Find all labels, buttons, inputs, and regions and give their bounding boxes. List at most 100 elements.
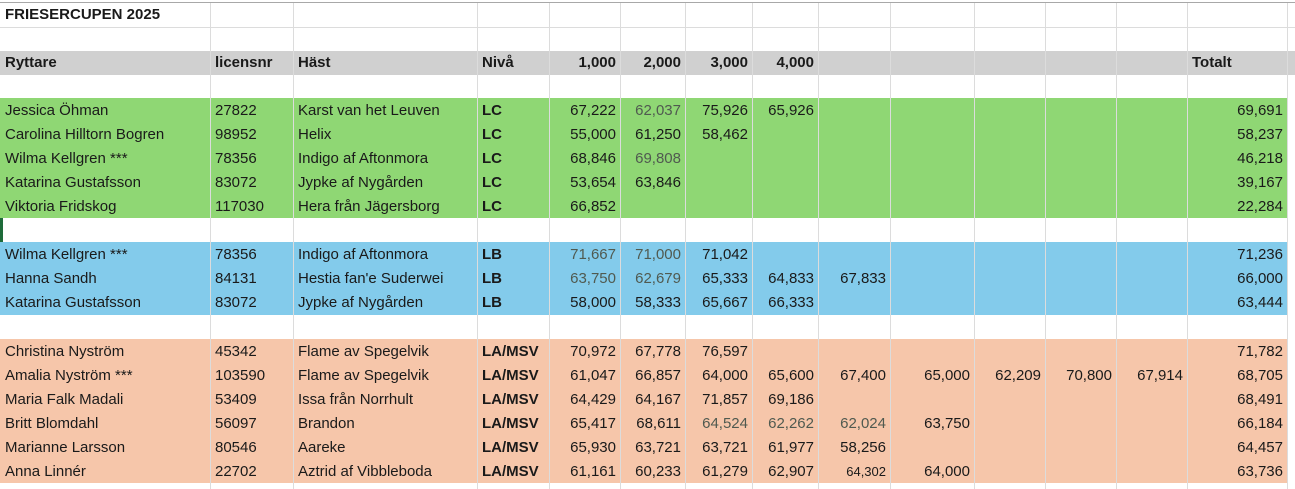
score-cell[interactable]: 66,333	[768, 294, 814, 311]
col-header-total[interactable]: Totalt	[1192, 54, 1232, 71]
level-cell[interactable]: LA/MSV	[482, 367, 539, 384]
score-cell[interactable]: 63,721	[702, 439, 748, 456]
score-cell[interactable]: 64,524	[702, 415, 748, 432]
score-cell[interactable]: 65,000	[924, 367, 970, 384]
score-cell[interactable]: 66,852	[570, 198, 616, 215]
total-cell[interactable]: 71,236	[1237, 246, 1283, 263]
rider-cell[interactable]: Wilma Kellgren ***	[5, 246, 128, 263]
score-cell[interactable]: 70,972	[570, 343, 616, 360]
score-cell[interactable]: 67,778	[635, 343, 681, 360]
horse-cell[interactable]: Indigo af Aftonmora	[298, 246, 429, 263]
rider-cell[interactable]: Katarina Gustafsson	[5, 174, 141, 191]
license-cell[interactable]: 56097	[215, 415, 257, 432]
horse-cell[interactable]: Jypke af Nygården	[298, 174, 424, 191]
score-cell[interactable]: 69,186	[768, 391, 814, 408]
rider-cell[interactable]: Jessica Öhman	[5, 102, 109, 119]
level-cell[interactable]: LC	[482, 126, 502, 143]
rider-cell[interactable]: Christina Nyström	[5, 343, 125, 360]
score-cell[interactable]: 58,462	[702, 126, 748, 143]
score-cell[interactable]: 67,914	[1137, 367, 1183, 384]
score-cell[interactable]: 76,597	[702, 343, 748, 360]
horse-cell[interactable]: Flame av Spegelvik	[298, 367, 429, 384]
score-cell[interactable]: 53,654	[570, 174, 616, 191]
rider-cell[interactable]: Hanna Sandh	[5, 270, 97, 287]
score-cell[interactable]: 62,024	[840, 415, 886, 432]
score-cell[interactable]: 58,256	[840, 439, 886, 456]
rider-cell[interactable]: Carolina Hilltorn Bogren	[5, 126, 165, 143]
license-cell[interactable]: 45342	[215, 343, 257, 360]
score-cell[interactable]: 64,000	[924, 463, 970, 480]
col-header-4[interactable]: 4,000	[776, 54, 814, 71]
level-cell[interactable]: LA/MSV	[482, 463, 539, 480]
rider-cell[interactable]: Anna Linnér	[5, 463, 86, 480]
level-cell[interactable]: LA/MSV	[482, 415, 539, 432]
score-cell[interactable]: 61,250	[635, 126, 681, 143]
score-cell[interactable]: 65,926	[768, 102, 814, 119]
score-cell[interactable]: 65,417	[570, 415, 616, 432]
score-cell[interactable]: 64,429	[570, 391, 616, 408]
horse-cell[interactable]: Indigo af Aftonmora	[298, 150, 429, 167]
col-header-1[interactable]: 1,000	[578, 54, 616, 71]
level-cell[interactable]: LA/MSV	[482, 343, 539, 360]
score-cell[interactable]: 61,161	[570, 463, 616, 480]
horse-cell[interactable]: Jypke af Nygården	[298, 294, 424, 311]
col-header-license[interactable]: licensnr	[215, 54, 273, 71]
level-cell[interactable]: LB	[482, 246, 502, 263]
score-cell[interactable]: 64,302	[846, 464, 886, 479]
license-cell[interactable]: 78356	[215, 246, 257, 263]
score-cell[interactable]: 60,233	[635, 463, 681, 480]
score-cell[interactable]: 63,750	[924, 415, 970, 432]
rider-cell[interactable]: Britt Blomdahl	[5, 415, 99, 432]
score-cell[interactable]: 62,209	[995, 367, 1041, 384]
horse-cell[interactable]: Hera från Jägersborg	[298, 198, 440, 215]
score-cell[interactable]: 61,047	[570, 367, 616, 384]
rider-cell[interactable]: Amalia Nyström ***	[5, 367, 133, 384]
score-cell[interactable]: 63,721	[635, 439, 681, 456]
score-cell[interactable]: 66,857	[635, 367, 681, 384]
rider-cell[interactable]: Viktoria Fridskog	[5, 198, 117, 215]
col-header-2[interactable]: 2,000	[643, 54, 681, 71]
score-cell[interactable]: 68,846	[570, 150, 616, 167]
col-header-horse[interactable]: Häst	[298, 54, 331, 71]
score-cell[interactable]: 71,667	[570, 246, 616, 263]
total-cell[interactable]: 69,691	[1237, 102, 1283, 119]
license-cell[interactable]: 83072	[215, 174, 257, 191]
total-cell[interactable]: 71,782	[1237, 343, 1283, 360]
license-cell[interactable]: 103590	[215, 367, 266, 384]
horse-cell[interactable]: Karst van het Leuven	[298, 102, 440, 119]
score-cell[interactable]: 75,926	[702, 102, 748, 119]
rider-cell[interactable]: Maria Falk Madali	[5, 391, 124, 408]
level-cell[interactable]: LB	[482, 270, 502, 287]
score-cell[interactable]: 71,042	[702, 246, 748, 263]
license-cell[interactable]: 83072	[215, 294, 257, 311]
license-cell[interactable]: 98952	[215, 126, 257, 143]
license-cell[interactable]: 117030	[215, 198, 264, 215]
rider-cell[interactable]: Marianne Larsson	[5, 439, 126, 456]
total-cell[interactable]: 66,184	[1237, 415, 1283, 432]
license-cell[interactable]: 78356	[215, 150, 257, 167]
score-cell[interactable]: 62,037	[635, 102, 681, 119]
horse-cell[interactable]: Aztrid af Vibbleboda	[298, 463, 432, 480]
score-cell[interactable]: 64,833	[768, 270, 814, 287]
score-cell[interactable]: 62,907	[768, 463, 814, 480]
license-cell[interactable]: 27822	[215, 102, 257, 119]
score-cell[interactable]: 65,333	[702, 270, 748, 287]
score-cell[interactable]: 69,808	[635, 150, 681, 167]
total-cell[interactable]: 58,237	[1237, 126, 1283, 143]
horse-cell[interactable]: Helix	[298, 126, 332, 143]
horse-cell[interactable]: Issa från Norrhult	[298, 391, 414, 408]
score-cell[interactable]: 62,262	[768, 415, 814, 432]
score-cell[interactable]: 67,833	[840, 270, 886, 287]
total-cell[interactable]: 68,705	[1237, 367, 1283, 384]
score-cell[interactable]: 63,750	[570, 270, 616, 287]
score-cell[interactable]: 63,846	[635, 174, 681, 191]
level-cell[interactable]: LA/MSV	[482, 439, 539, 456]
score-cell[interactable]: 68,611	[636, 415, 681, 432]
license-cell[interactable]: 53409	[215, 391, 257, 408]
level-cell[interactable]: LC	[482, 102, 502, 119]
total-cell[interactable]: 68,491	[1237, 391, 1283, 408]
total-cell[interactable]: 22,284	[1237, 198, 1283, 215]
total-cell[interactable]: 39,167	[1237, 174, 1283, 191]
score-cell[interactable]: 65,930	[570, 439, 616, 456]
score-cell[interactable]: 62,679	[635, 270, 681, 287]
